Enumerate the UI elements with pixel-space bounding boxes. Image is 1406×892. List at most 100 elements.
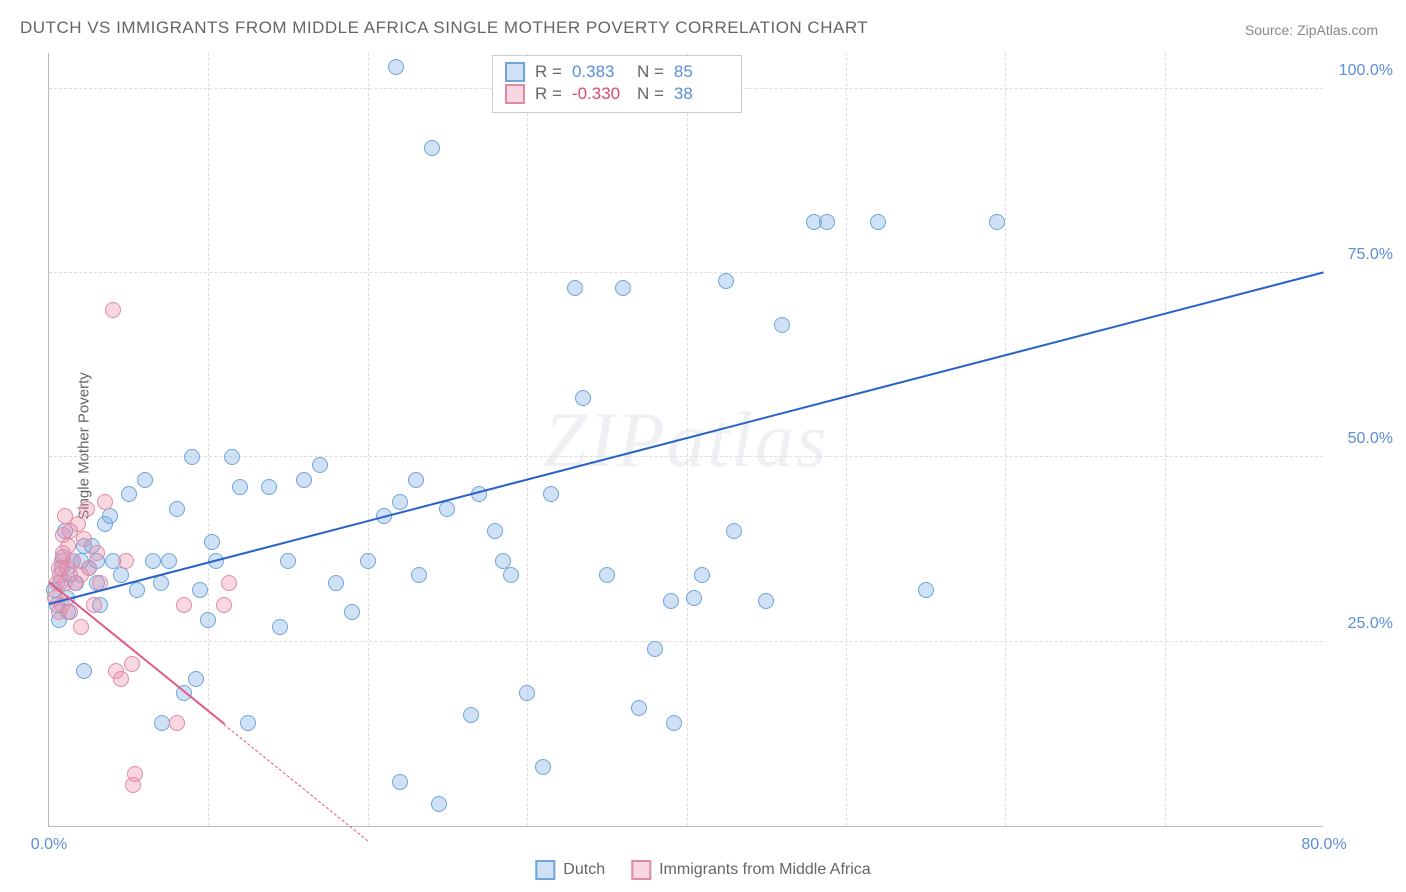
scatter-point-dutch: [137, 472, 153, 488]
scatter-point-dutch: [113, 567, 129, 583]
scatter-point-immigrants: [65, 553, 81, 569]
scatter-point-dutch: [575, 390, 591, 406]
gridline-vertical: [846, 53, 847, 826]
r-value-immigrants: -0.330: [572, 84, 627, 104]
scatter-point-dutch: [184, 449, 200, 465]
scatter-point-dutch: [392, 774, 408, 790]
r-label: R =: [535, 62, 562, 82]
scatter-point-dutch: [224, 449, 240, 465]
r-value-dutch: 0.383: [572, 62, 627, 82]
scatter-point-dutch: [192, 582, 208, 598]
scatter-point-dutch: [463, 707, 479, 723]
legend-item-dutch: Dutch: [535, 860, 605, 880]
scatter-point-immigrants: [124, 656, 140, 672]
scatter-point-immigrants: [81, 560, 97, 576]
scatter-point-dutch: [161, 553, 177, 569]
scatter-point-dutch: [519, 685, 535, 701]
scatter-point-dutch: [392, 494, 408, 510]
scatter-point-immigrants: [97, 494, 113, 510]
gridline-vertical: [368, 53, 369, 826]
scatter-point-dutch: [76, 663, 92, 679]
legend-label-immigrants: Immigrants from Middle Africa: [659, 861, 871, 879]
y-tick-label: 50.0%: [1333, 430, 1393, 448]
scatter-point-immigrants: [70, 516, 86, 532]
scatter-point-dutch: [666, 715, 682, 731]
scatter-point-dutch: [272, 619, 288, 635]
scatter-point-dutch: [663, 593, 679, 609]
scatter-point-dutch: [694, 567, 710, 583]
y-tick-label: 75.0%: [1333, 246, 1393, 264]
scatter-point-dutch: [774, 317, 790, 333]
scatter-point-dutch: [726, 523, 742, 539]
scatter-point-dutch: [424, 140, 440, 156]
correlation-legend: R = 0.383 N = 85 R = -0.330 N = 38: [492, 55, 742, 113]
n-value-immigrants: 38: [674, 84, 729, 104]
scatter-point-dutch: [145, 553, 161, 569]
scatter-point-dutch: [599, 567, 615, 583]
scatter-point-immigrants: [60, 538, 76, 554]
scatter-point-immigrants: [73, 619, 89, 635]
scatter-point-dutch: [121, 486, 137, 502]
scatter-plot-area: ZIPatlas 25.0%50.0%75.0%100.0%0.0%80.0%: [48, 53, 1323, 827]
scatter-point-immigrants: [105, 302, 121, 318]
scatter-point-dutch: [232, 479, 248, 495]
scatter-point-dutch: [989, 214, 1005, 230]
n-label: N =: [637, 62, 664, 82]
swatch-immigrants: [631, 860, 651, 880]
scatter-point-dutch: [280, 553, 296, 569]
scatter-point-dutch: [169, 501, 185, 517]
source-attribution: Source: ZipAtlas.com: [1245, 22, 1378, 38]
scatter-point-dutch: [204, 534, 220, 550]
scatter-point-dutch: [543, 486, 559, 502]
scatter-point-dutch: [296, 472, 312, 488]
scatter-point-immigrants: [62, 604, 78, 620]
scatter-point-immigrants: [113, 671, 129, 687]
scatter-point-immigrants: [127, 766, 143, 782]
x-tick-label: 80.0%: [1301, 836, 1346, 854]
scatter-point-dutch: [567, 280, 583, 296]
scatter-point-immigrants: [216, 597, 232, 613]
scatter-point-dutch: [495, 553, 511, 569]
scatter-point-dutch: [261, 479, 277, 495]
scatter-point-dutch: [240, 715, 256, 731]
n-value-dutch: 85: [674, 62, 729, 82]
scatter-point-dutch: [535, 759, 551, 775]
scatter-point-immigrants: [89, 545, 105, 561]
y-tick-label: 100.0%: [1333, 62, 1393, 80]
scatter-point-dutch: [487, 523, 503, 539]
scatter-point-dutch: [615, 280, 631, 296]
gridline-vertical: [527, 53, 528, 826]
gridline-vertical: [1165, 53, 1166, 826]
legend-label-dutch: Dutch: [563, 861, 605, 879]
r-label: R =: [535, 84, 562, 104]
scatter-point-dutch: [408, 472, 424, 488]
x-tick-label: 0.0%: [31, 836, 67, 854]
scatter-point-dutch: [129, 582, 145, 598]
scatter-point-dutch: [647, 641, 663, 657]
scatter-point-immigrants: [176, 597, 192, 613]
scatter-point-immigrants: [76, 531, 92, 547]
scatter-point-dutch: [686, 590, 702, 606]
legend-item-immigrants: Immigrants from Middle Africa: [631, 860, 871, 880]
scatter-point-dutch: [631, 700, 647, 716]
gridline-vertical: [687, 53, 688, 826]
scatter-point-dutch: [312, 457, 328, 473]
y-tick-label: 25.0%: [1333, 615, 1393, 633]
series-legend: Dutch Immigrants from Middle Africa: [535, 860, 870, 880]
swatch-dutch: [505, 62, 525, 82]
scatter-point-dutch: [870, 214, 886, 230]
scatter-point-dutch: [431, 796, 447, 812]
scatter-point-dutch: [411, 567, 427, 583]
scatter-point-dutch: [819, 214, 835, 230]
chart-container: DUTCH VS IMMIGRANTS FROM MIDDLE AFRICA S…: [0, 0, 1406, 892]
scatter-point-immigrants: [221, 575, 237, 591]
scatter-point-dutch: [328, 575, 344, 591]
n-label: N =: [637, 84, 664, 104]
scatter-point-dutch: [102, 508, 118, 524]
trendline-immigrants: [48, 581, 225, 724]
scatter-point-dutch: [200, 612, 216, 628]
scatter-point-dutch: [718, 273, 734, 289]
legend-row-dutch: R = 0.383 N = 85: [505, 62, 729, 82]
scatter-point-dutch: [918, 582, 934, 598]
scatter-point-dutch: [758, 593, 774, 609]
